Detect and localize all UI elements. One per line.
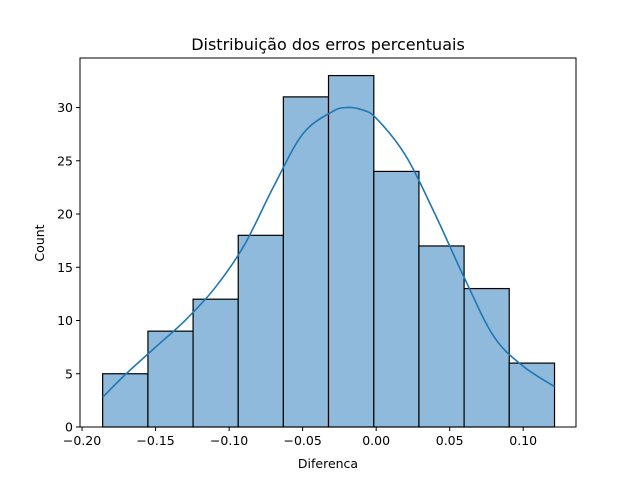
kde-line [102, 106, 555, 398]
y-tick-label: 15 [57, 260, 73, 275]
x-ticks: −0.20 −0.15 −0.10 −0.05 0.00 0.05 0.10 [63, 427, 537, 448]
bars-group [102, 74, 556, 428]
histogram-bar-10 [508, 362, 556, 428]
x-tick-label: 0.10 [509, 433, 537, 448]
histogram-bar-7 [373, 170, 420, 428]
axes-frame [79, 57, 577, 428]
y-ticks: 0 5 10 15 20 25 30 [57, 100, 80, 435]
x-tick-label: −0.15 [136, 433, 174, 448]
y-axis-label: Count [32, 224, 47, 261]
kde-group [102, 106, 555, 398]
x-tick-label: −0.05 [283, 433, 321, 448]
x-tick-label: 0.05 [436, 433, 464, 448]
axes-group [79, 57, 577, 428]
histogram-bar-5 [282, 96, 330, 428]
x-tick-label: −0.20 [63, 433, 101, 448]
y-tick-label: 30 [57, 100, 73, 115]
x-axis-label: Diferenca [298, 456, 358, 471]
histogram-bar-6 [327, 74, 375, 428]
x-tick-label: 0.00 [362, 433, 390, 448]
histogram-bar-9 [463, 287, 510, 428]
x-tick-label: −0.10 [210, 433, 248, 448]
y-tick-label: 25 [57, 153, 73, 168]
y-tick-label: 10 [57, 313, 73, 328]
histogram-bar-1 [102, 373, 149, 428]
histogram-bar-2 [147, 330, 194, 428]
chart-title: Distribuição dos erros percentuais [191, 35, 465, 54]
y-tick-label: 20 [57, 207, 73, 222]
histogram-bar-3 [192, 298, 239, 428]
histogram-bar-8 [418, 245, 465, 428]
histogram-bar-4 [237, 234, 284, 428]
y-tick-label: 0 [65, 420, 73, 435]
y-tick-label: 5 [65, 366, 73, 381]
